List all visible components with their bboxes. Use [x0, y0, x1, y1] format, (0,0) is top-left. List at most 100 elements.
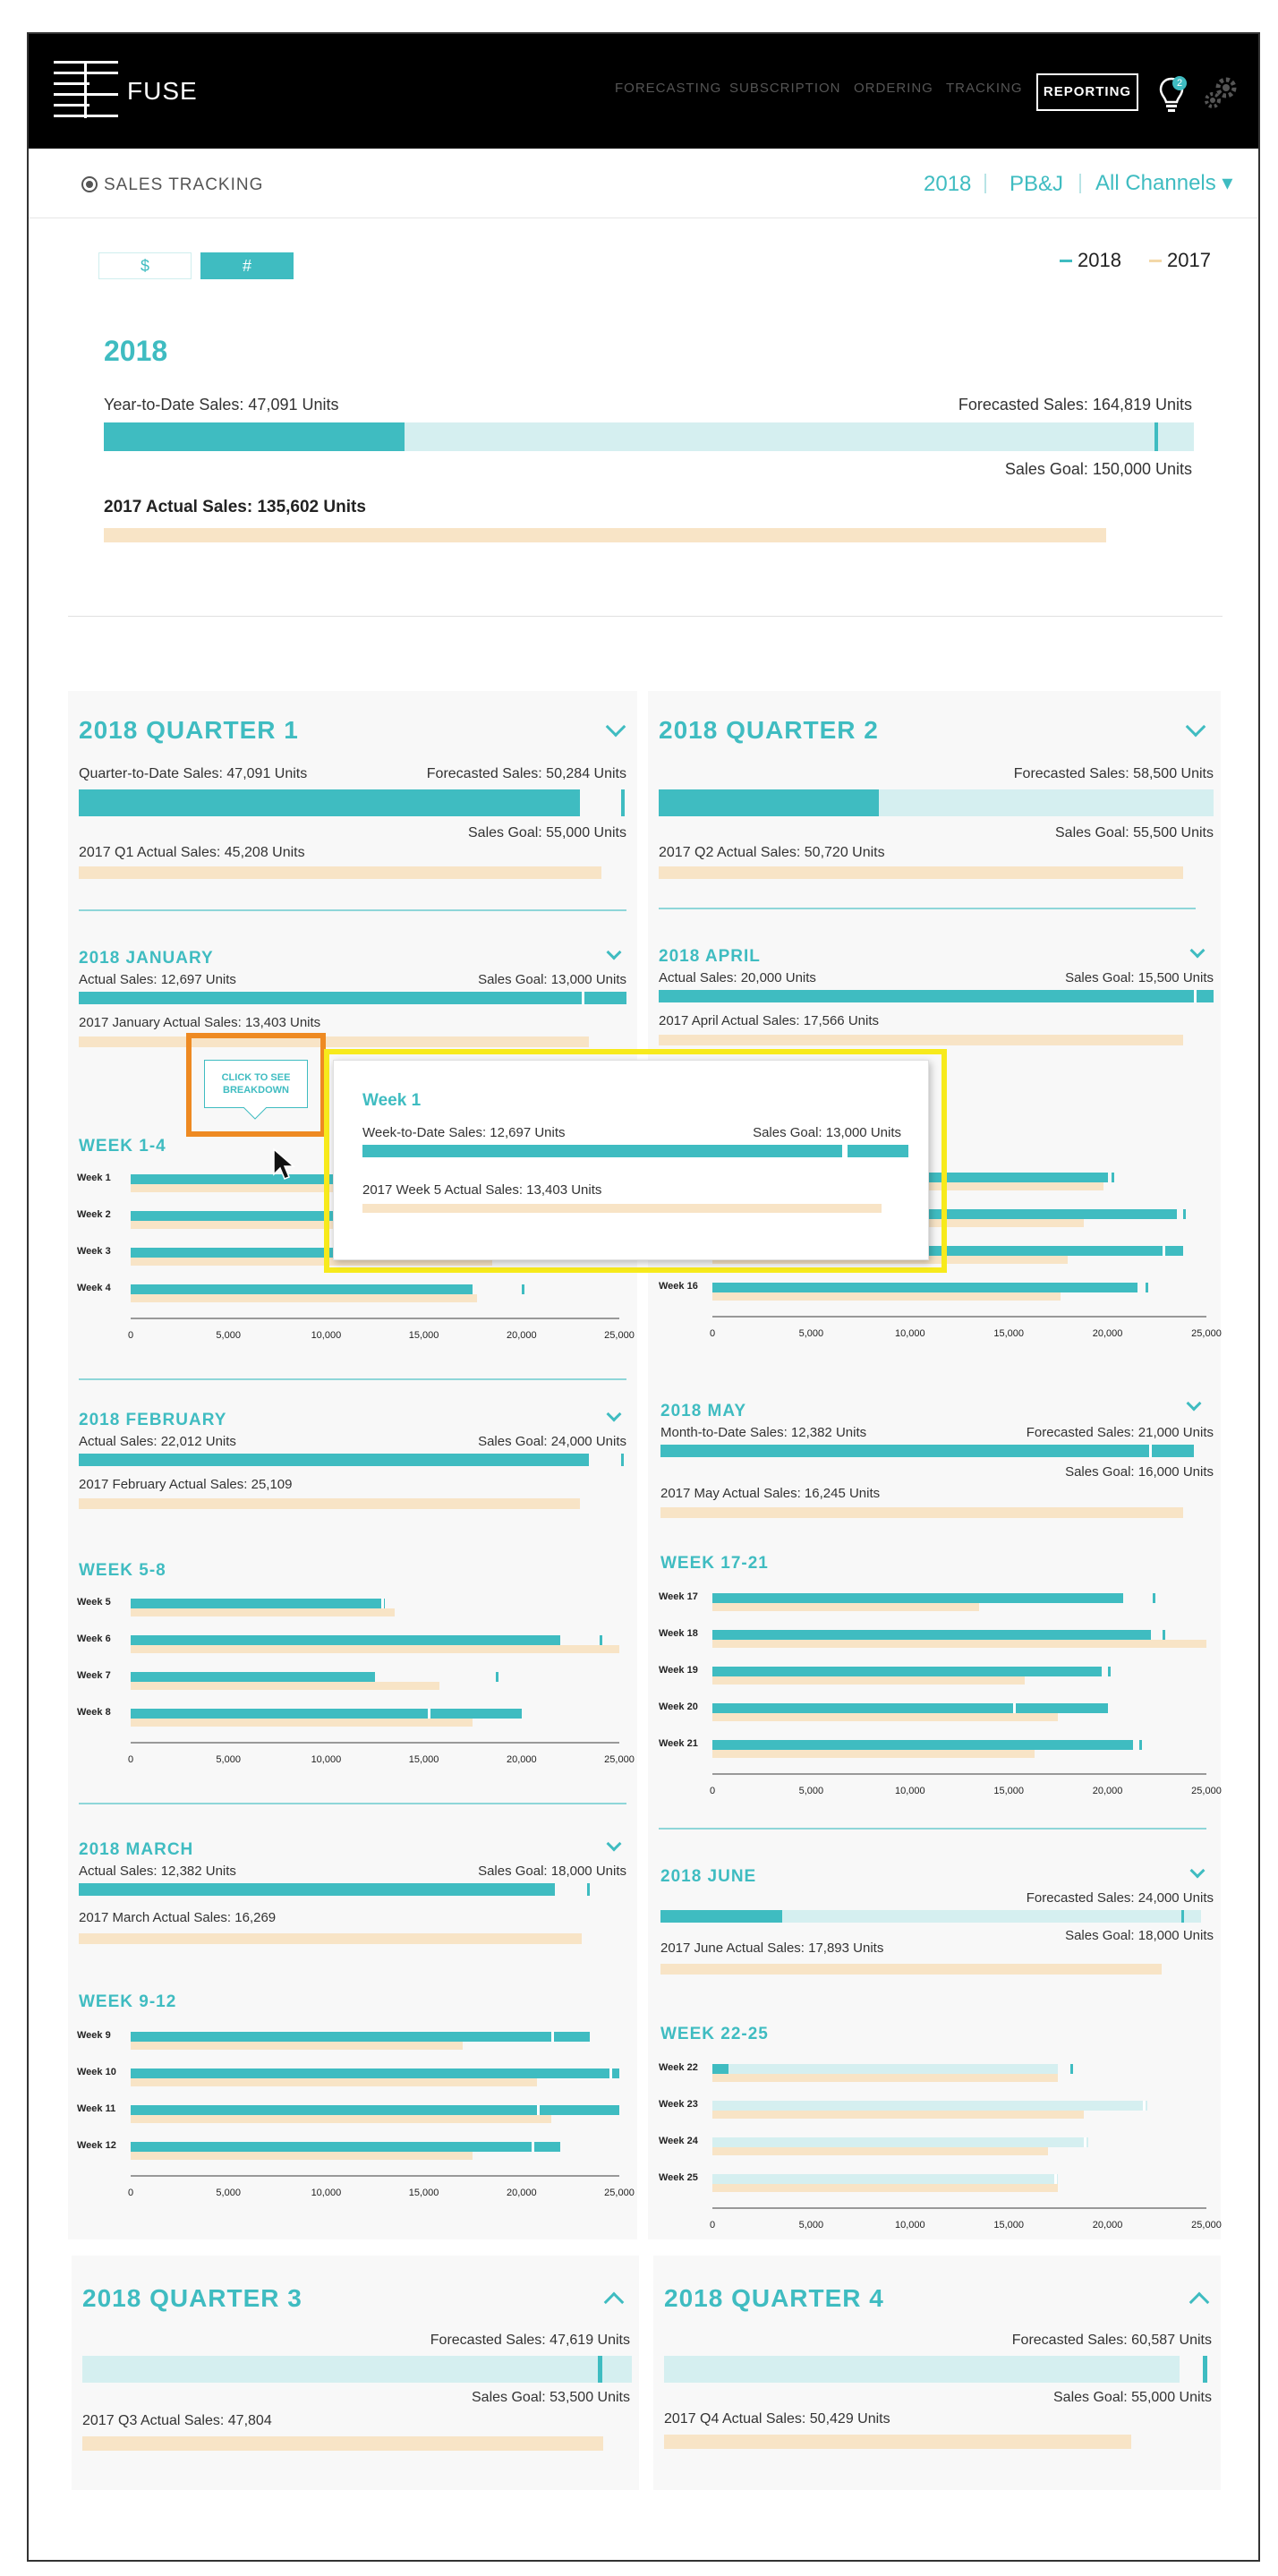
tooltip-actual-bar: [362, 1145, 908, 1157]
channel-filter[interactable]: All Channels ▾: [1095, 171, 1233, 195]
jun-goal-marker: [1181, 1910, 1184, 1923]
week-actual-bar: [712, 1703, 1108, 1713]
x-tick-label: 15,000: [993, 2220, 1025, 2231]
week-actual-bar: [131, 1284, 473, 1294]
x-tick-label: 25,000: [604, 1330, 635, 1341]
week-label: Week 22: [659, 2062, 698, 2073]
week-label: Week 17: [659, 1591, 698, 1602]
q4-forecast: Forecasted Sales: 60,587 Units: [1011, 2333, 1212, 2348]
notification-badge: 2: [1172, 76, 1187, 90]
jan-actual-bar: [79, 992, 626, 1004]
nav-subscription[interactable]: SUBSCRIPTION: [729, 81, 841, 96]
mar-goal: Sales Goal: 18,000 Units: [478, 1864, 626, 1879]
x-tick-label: 10,000: [894, 1328, 925, 1339]
week-prev-bar: [131, 1258, 493, 1266]
week-prev-bar: [712, 1713, 1059, 1721]
year-filter[interactable]: 2018: [924, 172, 972, 196]
week-actual-bar: [131, 1248, 454, 1258]
q3-prev-bar: [82, 2436, 603, 2451]
chevron-up-icon[interactable]: [1189, 2291, 1210, 2313]
chevron-down-icon[interactable]: [1189, 1863, 1206, 1879]
week-goal-marker: [537, 2105, 541, 2115]
week-goal-marker: [380, 1599, 384, 1608]
units-toggle[interactable]: #: [200, 252, 294, 279]
chevron-down-icon[interactable]: [606, 1406, 622, 1422]
logo-icon[interactable]: [54, 61, 118, 118]
weeks-22-25-chart: Week 22 Week 23 Week 24 Week 25 0 5,000 10,000…: [659, 2051, 1222, 2231]
product-filter[interactable]: PB&J: [1010, 172, 1064, 196]
week-goal-marker: [1143, 2101, 1146, 2111]
x-tick-label: 0: [127, 1330, 134, 1341]
chevron-down-icon[interactable]: [606, 944, 622, 960]
chevron-up-icon[interactable]: [603, 2291, 625, 2313]
apr-goal: Sales Goal: 15,500 Units: [1065, 970, 1214, 985]
week-actual-bar: [712, 1667, 1102, 1676]
chevron-down-icon[interactable]: [1185, 716, 1206, 738]
divider: [659, 908, 1196, 909]
mar-goal-marker: [587, 1883, 590, 1896]
nav-forecasting[interactable]: FORECASTING: [615, 81, 722, 96]
legend-2017-swatch: [1149, 260, 1162, 262]
feb-goal-marker: [621, 1454, 624, 1466]
jan-goal-marker: [582, 992, 584, 1004]
week-label: Week 25: [659, 2172, 698, 2183]
week-forecast-bar: [712, 2174, 1059, 2184]
may-actual-bar: [660, 1445, 1194, 1457]
week-prev-bar: [712, 2147, 1049, 2155]
legend-2018: 2018: [1078, 249, 1121, 271]
jun-prev: 2017 June Actual Sales: 17,893 Units: [660, 1941, 884, 1956]
x-tick-label: 20,000: [1092, 1786, 1123, 1796]
week-goal-marker: [1069, 2064, 1073, 2074]
nav-ordering[interactable]: ORDERING: [854, 81, 933, 96]
chevron-down-icon[interactable]: [605, 716, 626, 738]
x-tick-label: 5,000: [798, 1328, 824, 1339]
week-actual-bar: [712, 1283, 1137, 1292]
x-tick-label: 5,000: [216, 1330, 241, 1341]
jun-prev-bar: [660, 1964, 1162, 1975]
q3-forecast-bar: [82, 2356, 632, 2383]
week-label: Week 18: [659, 1628, 698, 1639]
week-prev-bar: [131, 1719, 473, 1727]
week-label: Week 21: [659, 1738, 698, 1749]
legend-2018-swatch: [1060, 260, 1072, 262]
week-goal-marker: [1163, 1630, 1166, 1640]
week-goal-marker: [1053, 2174, 1057, 2184]
q1-card: 2018 QUARTER 1 Quarter-to-Date Sales: 47…: [68, 691, 637, 2239]
dollar-toggle[interactable]: $: [98, 252, 192, 279]
chart-x-axis: [712, 1316, 1206, 1318]
chevron-down-icon[interactable]: [1186, 1395, 1202, 1412]
x-tick-label: 10,000: [894, 2220, 925, 2231]
weeks-17-21-chart: Week 17 Week 18 Week 19 Week 20 Week 21 0 5,00…: [659, 1581, 1222, 1804]
week-goal-marker: [609, 2068, 613, 2078]
cursor-icon: [273, 1147, 295, 1180]
jun-title: 2018 JUNE: [660, 1867, 757, 1886]
x-tick-label: 5,000: [216, 2188, 241, 2198]
feb-title: 2018 FEBRUARY: [79, 1411, 227, 1429]
chevron-down-icon[interactable]: [1189, 943, 1206, 959]
filter-divider: [984, 174, 986, 193]
chart-x-axis: [131, 1742, 619, 1744]
chevron-down-icon[interactable]: [606, 1836, 622, 1852]
may-prev-bar: [660, 1507, 1183, 1518]
filter-divider: [1079, 174, 1081, 193]
x-tick-label: 15,000: [993, 1328, 1025, 1339]
tooltip-prev-bar: [362, 1204, 882, 1213]
week-goal-marker: [1153, 1593, 1156, 1603]
may-title: 2018 MAY: [660, 1402, 747, 1420]
apr-actual-bar: [659, 990, 1214, 1002]
nav-tracking[interactable]: TRACKING: [946, 81, 1023, 96]
mar-prev: 2017 March Actual Sales: 16,269: [79, 1910, 277, 1925]
q1-goal: Sales Goal: 55,000 Units: [468, 825, 626, 840]
q1-prev-bar: [79, 866, 601, 879]
breakdown-hint[interactable]: CLICK TO SEE BREAKDOWN: [204, 1060, 308, 1108]
ytd-bar: [104, 422, 405, 451]
gear-icon[interactable]: [1201, 73, 1240, 113]
tooltip-to-date: Week-to-Date Sales: 12,697 Units: [362, 1125, 566, 1140]
q3-card: 2018 QUARTER 3 Forecasted Sales: 47,619 …: [72, 2256, 639, 2490]
tooltip-goal: Sales Goal: 13,000 Units: [753, 1125, 901, 1140]
x-tick-label: 25,000: [604, 2188, 635, 2198]
nav-reporting[interactable]: REPORTING: [1036, 73, 1138, 111]
prev-year-bar: [104, 528, 1106, 542]
hint-pointer-icon: [243, 1107, 267, 1120]
week-actual-bar: [712, 2064, 728, 2074]
